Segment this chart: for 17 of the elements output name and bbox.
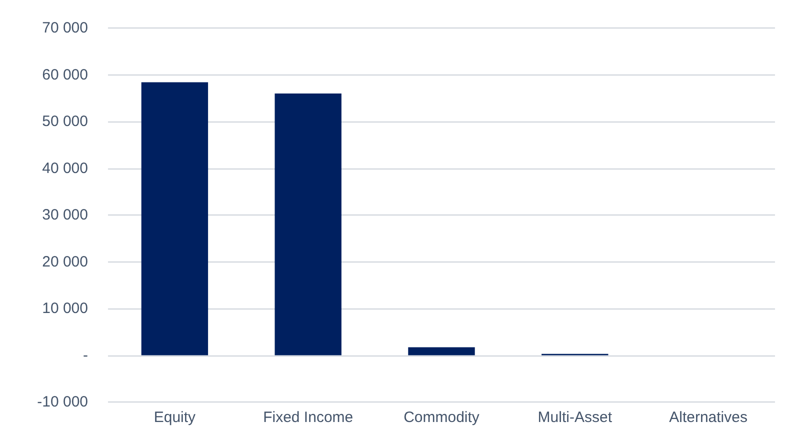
y-tick-label: 20 000 [42, 253, 88, 270]
x-tick-label: Fixed Income [263, 409, 354, 426]
x-tick-label: Alternatives [669, 409, 748, 426]
y-tick-label: 70 000 [42, 20, 88, 36]
y-tick-label: 50 000 [42, 113, 88, 130]
y-tick-label: 60 000 [42, 66, 88, 84]
bar [408, 347, 475, 356]
y-tick-label: -10 000 [37, 394, 88, 410]
x-tick-label: Equity [154, 409, 196, 426]
y-tick-label: - [83, 346, 88, 364]
y-tick-label: 40 000 [42, 160, 88, 177]
x-tick-label: Multi-Asset [538, 409, 613, 426]
x-tick-label: Commodity [404, 409, 480, 426]
y-tick-label: 30 000 [42, 206, 88, 224]
bar [274, 93, 342, 356]
y-tick-label: 10 000 [42, 300, 88, 317]
bar [141, 82, 208, 356]
